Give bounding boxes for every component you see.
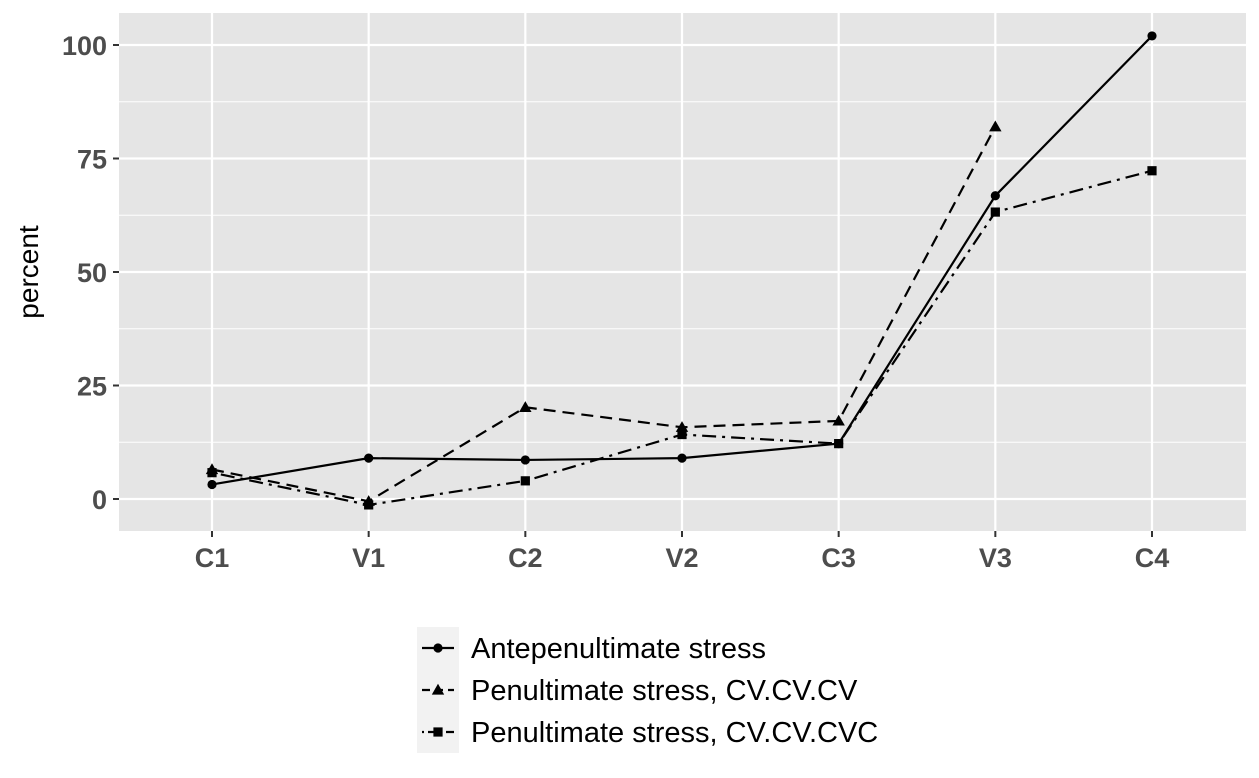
data-point: [520, 455, 530, 465]
series-layer: [205, 31, 1157, 510]
data-point: [677, 429, 687, 440]
y-tick-label: 0: [92, 485, 107, 515]
series-3: [207, 166, 1157, 510]
legend-key-marker: [433, 643, 443, 653]
x-tick-label: C3: [821, 543, 856, 573]
legend-item: Antepenultimate stress: [422, 633, 766, 665]
data-point: [677, 453, 687, 463]
major-gridlines: [119, 13, 1246, 531]
data-point: [990, 207, 1000, 217]
x-tick-label: C2: [508, 543, 543, 573]
data-point: [1147, 166, 1157, 176]
legend-label: Penultimate stress, CV.CV.CV: [471, 675, 858, 707]
data-point: [1147, 31, 1157, 41]
y-tick-label: 25: [77, 372, 107, 402]
legend-label: Antepenultimate stress: [471, 633, 766, 665]
legend-item: Penultimate stress, CV.CV.CV: [422, 675, 858, 707]
x-tick-label: V2: [665, 543, 698, 573]
data-point: [207, 468, 217, 478]
data-point: [675, 421, 689, 432]
y-axis-title: percent: [13, 225, 44, 319]
y-tick-label: 75: [77, 145, 107, 175]
data-point: [364, 453, 374, 463]
series-1: [207, 31, 1157, 490]
x-tick-label: C1: [195, 543, 230, 573]
series-line: [211, 126, 997, 503]
data-point: [519, 401, 532, 412]
legend-key-marker: [431, 683, 445, 695]
legend-key-marker: [433, 727, 443, 737]
legend-item: Penultimate stress, CV.CV.CVC: [422, 717, 878, 749]
data-point: [364, 500, 374, 510]
data-point: [832, 414, 845, 426]
data-point: [834, 439, 844, 449]
x-axis-ticks: C1 V1 C2 V2 C3 V3 C4: [195, 531, 1170, 573]
y-tick-label: 50: [77, 258, 107, 288]
data-point: [207, 479, 217, 490]
data-point: [520, 476, 530, 486]
legend: Antepenultimate stress Penultimate stress…: [417, 627, 878, 753]
data-point: [989, 120, 1002, 132]
x-tick-label: C4: [1135, 543, 1170, 573]
x-tick-label: V1: [352, 543, 385, 573]
x-tick-label: V3: [979, 543, 1012, 573]
data-point: [990, 191, 1000, 201]
legend-label: Penultimate stress, CV.CV.CVC: [471, 717, 878, 749]
y-tick-label: 100: [62, 31, 107, 61]
y-axis-ticks: 0 25 50 75 100: [62, 31, 119, 515]
